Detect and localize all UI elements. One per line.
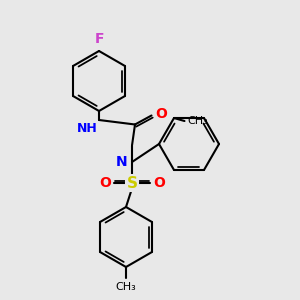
Text: O: O: [99, 176, 111, 190]
Text: F: F: [94, 32, 104, 46]
Text: O: O: [155, 107, 167, 121]
Text: NH: NH: [77, 122, 98, 134]
Text: S: S: [127, 176, 137, 190]
Text: N: N: [116, 155, 127, 169]
Text: O: O: [153, 176, 165, 190]
Text: CH₃: CH₃: [188, 116, 208, 126]
Text: CH₃: CH₃: [116, 282, 136, 292]
